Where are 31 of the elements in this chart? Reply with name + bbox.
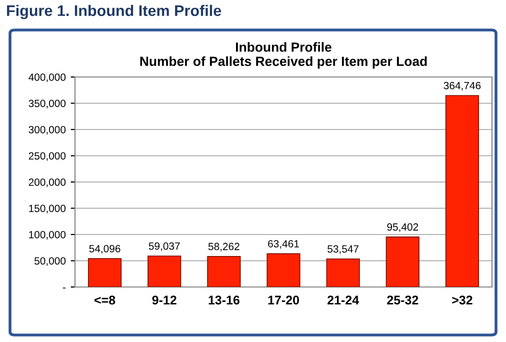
bar: [386, 236, 420, 287]
x-tick-label: 13-16: [208, 296, 240, 305]
y-tick-label: 350,000: [28, 100, 66, 108]
data-label: 63,461: [268, 240, 299, 249]
y-tick-label: 50,000: [34, 257, 66, 266]
y-tick-label: 250,000: [28, 152, 66, 161]
x-tick-label: <=8: [94, 296, 116, 305]
x-tick-label: 21-24: [328, 296, 359, 304]
data-label: 58,262: [208, 242, 240, 252]
bar: [207, 256, 241, 287]
x-tick-label: 25-32: [387, 296, 418, 305]
x-tick-label: 9-12: [152, 296, 176, 305]
y-tick-label: 100,000: [29, 231, 66, 240]
data-label: 53,547: [328, 245, 358, 254]
y-tick-label: 200,000: [28, 178, 66, 188]
data-label: 59,037: [148, 242, 180, 252]
caption: Figure 1. Inbound Item Profile: [7, 4, 222, 20]
bar: [326, 258, 360, 287]
bar: [445, 95, 480, 287]
bar: [266, 253, 300, 287]
data-label: 54,096: [89, 245, 120, 254]
bar: [148, 256, 182, 287]
data-label: 95,402: [387, 223, 418, 232]
bar: [88, 258, 122, 287]
x-tick-label: 17-20: [268, 296, 299, 305]
y-tick-label: 400,000: [28, 74, 66, 82]
data-label: 364,746: [444, 82, 481, 91]
x-tick-label: >32: [452, 296, 472, 305]
chart-title: Inbound Profile Number of Pallets Received per Item per Load: [140, 42, 427, 69]
y-tick-label: 300,000: [28, 126, 66, 135]
y-tick-label: 150,000: [29, 204, 66, 214]
